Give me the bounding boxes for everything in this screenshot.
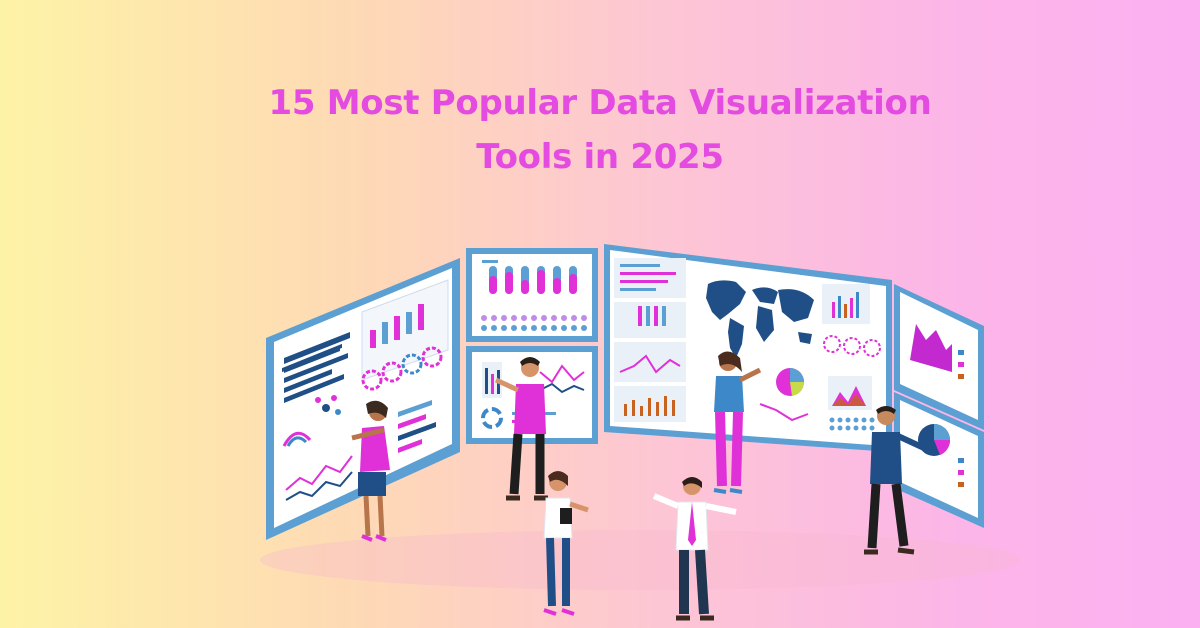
person-woman-front bbox=[543, 471, 589, 616]
panel-center-left-top bbox=[466, 248, 598, 342]
panel-right-top bbox=[894, 284, 984, 430]
person-man-center-left bbox=[494, 357, 548, 501]
page-title: 15 Most Popular Data Visualization Tools… bbox=[0, 76, 1200, 184]
panel-left-dashboard bbox=[266, 258, 460, 540]
person-woman-left bbox=[351, 400, 390, 542]
title-line-1: 15 Most Popular Data Visualization bbox=[268, 83, 932, 123]
person-man-right bbox=[864, 406, 926, 555]
panel-center-right-map bbox=[604, 244, 892, 452]
person-woman-center bbox=[713, 351, 762, 494]
panel-right-bottom bbox=[894, 392, 984, 528]
world-map-icon bbox=[706, 280, 814, 358]
title-line-2: Tools in 2025 bbox=[476, 137, 724, 177]
person-man-front bbox=[652, 477, 737, 621]
